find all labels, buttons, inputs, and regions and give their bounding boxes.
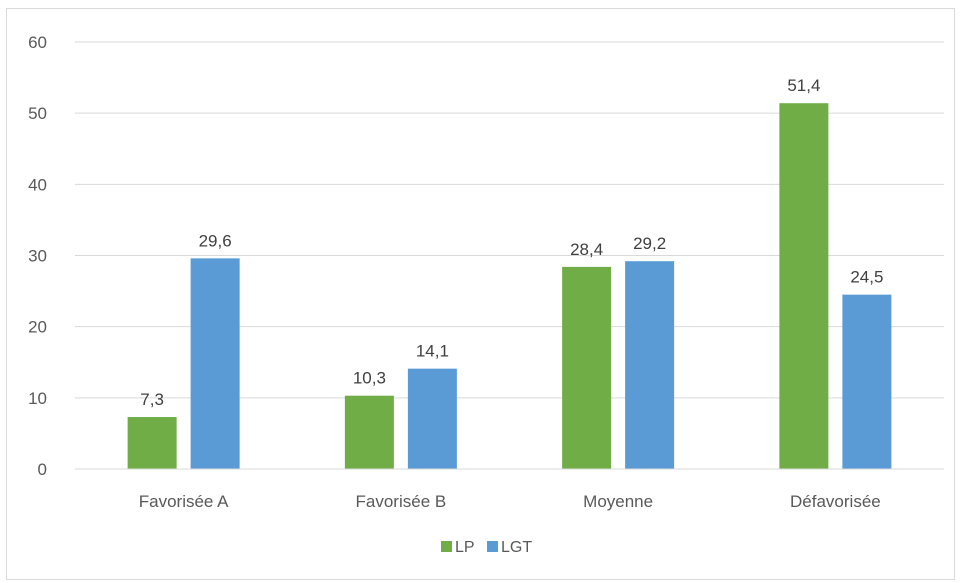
x-tick-label: Moyenne xyxy=(583,492,653,511)
legend-label-lgt: LGT xyxy=(501,539,532,556)
y-tick-label: 50 xyxy=(28,104,47,123)
bar-lgt xyxy=(190,258,240,469)
legend-swatch-lgt xyxy=(487,541,498,552)
y-tick-label: 10 xyxy=(28,389,47,408)
data-label: 7,3 xyxy=(140,390,164,409)
bar-lp xyxy=(562,266,612,469)
y-tick-label: 0 xyxy=(38,460,47,479)
data-label: 14,1 xyxy=(416,342,449,361)
data-label: 51,4 xyxy=(787,76,820,95)
y-tick-label: 20 xyxy=(28,318,47,337)
x-tick-label: Favorisée A xyxy=(139,492,229,511)
x-tick-label: Défavorisée xyxy=(790,492,881,511)
data-label: 10,3 xyxy=(353,369,386,388)
bar-lp xyxy=(779,103,829,469)
y-tick-label: 40 xyxy=(28,175,47,194)
data-label: 24,5 xyxy=(850,268,883,287)
data-label: 29,2 xyxy=(633,234,666,253)
bar-lp xyxy=(344,395,394,469)
x-tick-label: Favorisée B xyxy=(356,492,447,511)
legend-label-lp: LP xyxy=(455,539,475,556)
y-tick-label: 30 xyxy=(28,247,47,266)
legend-swatch-lp xyxy=(441,541,452,552)
bar-lp xyxy=(127,417,177,469)
data-label: 28,4 xyxy=(570,240,603,259)
bar-lgt xyxy=(407,368,457,469)
data-label: 29,6 xyxy=(199,231,232,250)
y-tick-label: 60 xyxy=(28,33,47,52)
bar-lgt xyxy=(625,261,675,469)
bar-lgt xyxy=(842,294,892,469)
